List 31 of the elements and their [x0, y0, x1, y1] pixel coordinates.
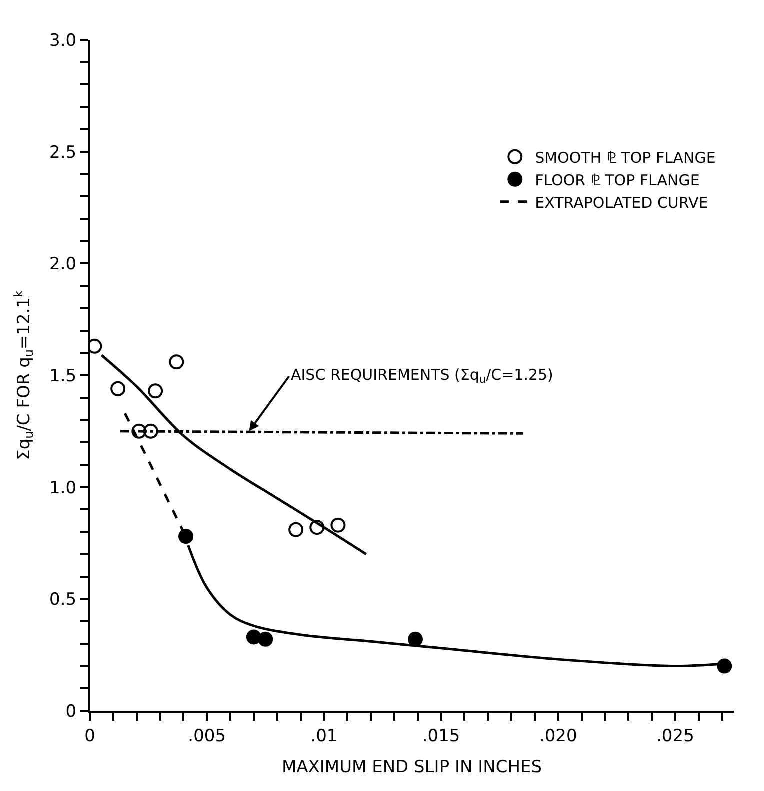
point [330, 518, 346, 533]
point [178, 529, 194, 544]
y-tick-label: 0.5 [50, 590, 77, 610]
x-tick-label: .015 [422, 726, 460, 746]
point [310, 520, 325, 536]
x-axis-title: MAXIMUM END SLIP IN INCHES [282, 757, 542, 778]
y-tick-label: 2.0 [50, 254, 77, 275]
x-tick-label: 0 [84, 726, 96, 746]
point [148, 384, 164, 399]
legend-label: FLOOR ⅊ TOP FLANGE [535, 171, 700, 190]
point [408, 632, 424, 647]
x-tick-label: .005 [188, 726, 226, 746]
x-tick-label: .01 [310, 726, 338, 746]
point [288, 522, 304, 538]
point [717, 658, 732, 674]
point [132, 424, 147, 439]
point [110, 381, 126, 396]
x-tick-label: .025 [656, 726, 694, 746]
legend-label: SMOOTH ⅊ TOP FLANGE [535, 148, 716, 167]
y-tick-label: 2.5 [50, 142, 77, 163]
point [246, 630, 262, 645]
y-tick-label: 1.0 [50, 478, 77, 498]
point [143, 424, 158, 439]
point [258, 632, 274, 647]
y-tick-label: 3.0 [50, 30, 77, 51]
x-tick-label: .020 [539, 726, 578, 746]
annotation: AISC REQUIREMENTS (Σq$_{u}$/C=1.25) [291, 366, 554, 386]
y-tick-label: 1.5 [50, 366, 77, 386]
y-tick-label: 0 [66, 702, 77, 722]
point [169, 354, 184, 370]
legend-label: EXTRAPOLATED CURVE [535, 194, 708, 212]
